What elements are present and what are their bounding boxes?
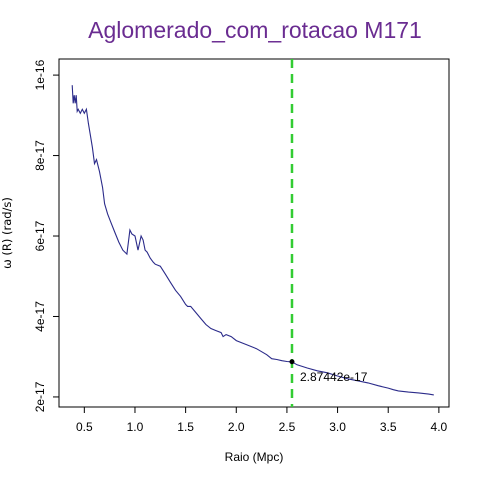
y-axis-label: ω (R) (rad/s) bbox=[0, 197, 14, 269]
y-axis: 2e-17 4e-17 6e-17 8e-17 1e-16 bbox=[33, 59, 59, 412]
y-tick-label: 2e-17 bbox=[33, 381, 47, 412]
series-line bbox=[71, 85, 434, 396]
x-tick-label: 2.0 bbox=[228, 420, 245, 434]
marker-point bbox=[289, 359, 295, 365]
y-tick-label: 8e-17 bbox=[33, 140, 47, 171]
y-tick-label: 4e-17 bbox=[33, 301, 47, 332]
x-tick-label: 0.5 bbox=[76, 420, 93, 434]
x-tick-label: 3.5 bbox=[380, 420, 397, 434]
x-axis: 0.5 1.0 1.5 2.0 2.5 3.0 3.5 4.0 bbox=[76, 407, 448, 434]
y-tick-label: 6e-17 bbox=[33, 220, 47, 251]
plot-frame bbox=[58, 58, 450, 408]
x-tick-label: 1.5 bbox=[177, 420, 194, 434]
x-tick-label: 1.0 bbox=[127, 420, 144, 434]
marker-label: 2.87442e-17 bbox=[300, 370, 368, 384]
chart-title: Aglomerado_com_rotacao M171 bbox=[88, 17, 422, 43]
x-tick-label: 2.5 bbox=[279, 420, 296, 434]
x-tick-label: 4.0 bbox=[431, 420, 448, 434]
y-tick-label: 1e-16 bbox=[33, 59, 47, 90]
x-tick-label: 3.0 bbox=[329, 420, 346, 434]
x-axis-label: Raio (Mpc) bbox=[225, 450, 284, 464]
